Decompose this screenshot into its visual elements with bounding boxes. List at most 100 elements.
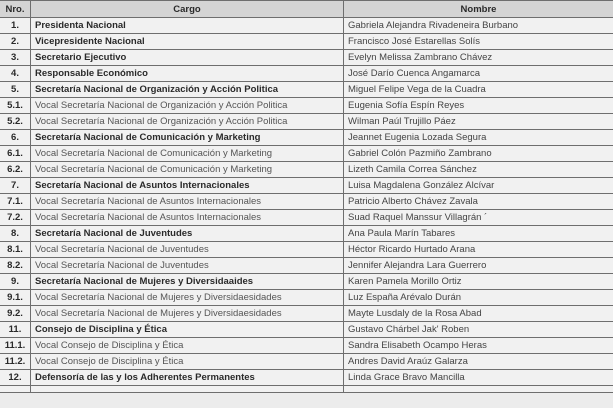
row-nro: 6. (0, 129, 31, 146)
row-nombre: Evelyn Melissa Zambrano Chávez (343, 49, 613, 66)
row-nombre: Eugenia Sofía Espín Reyes (343, 97, 613, 114)
row-cargo: Secretaría Nacional de Asuntos Internaci… (30, 177, 344, 194)
row-nombre: Héctor Ricardo Hurtado Arana (343, 241, 613, 258)
table-row: 11.1. Vocal Consejo de Disciplina y Ética… (0, 337, 613, 354)
row-cargo: Vocal Secretaría Nacional de Asuntos Int… (30, 193, 344, 210)
table-row: 8.2. Vocal Secretaría Nacional de Juventu… (0, 257, 613, 274)
table-row: 12. Defensoría de las y los Adherentes Pe… (0, 369, 613, 386)
row-nro: 5. (0, 81, 31, 98)
row-nombre: Patricio Alberto Chávez Zavala (343, 193, 613, 210)
row-nro: 6.2. (0, 161, 31, 178)
row-nro: 7. (0, 177, 31, 194)
row-nro: 11.1. (0, 337, 31, 354)
row-cargo: Secretaría Nacional de Comunicación y Ma… (30, 129, 344, 146)
table-row: 2. Vicepresidente Nacional Francisco José … (0, 33, 613, 50)
row-nombre: Linda Grace Bravo Mancilla (343, 369, 613, 386)
row-nombre: Wilman Paúl Trujillo Páez (343, 113, 613, 130)
row-nro: 11. (0, 321, 31, 338)
row-nro: 7.1. (0, 193, 31, 210)
row-cargo: Vocal Secretaría Nacional de Comunicació… (30, 161, 344, 178)
row-nro: 9.1. (0, 289, 31, 306)
row-cargo: Defensoría de las y los Adherentes Perma… (30, 369, 344, 386)
row-nombre: Ana Paula Marín Tabares (343, 225, 613, 242)
row-cargo: Responsable Económico (30, 65, 344, 82)
row-cargo: Vocal Consejo de Disciplina y Ética (30, 337, 344, 354)
row-cargo: Vocal Secretaría Nacional de Mujeres y D… (30, 305, 344, 322)
row-nombre: Miguel Felipe Vega de la Cuadra (343, 81, 613, 98)
empty-cell (0, 385, 31, 393)
row-nombre: Jeannet Eugenia Lozada Segura (343, 129, 613, 146)
row-nombre: Gabriela Alejandra Rivadeneira Burbano (343, 17, 613, 34)
table-row: 5.2. Vocal Secretaría Nacional de Organiz… (0, 113, 613, 130)
row-nombre: José Darío Cuenca Angamarca (343, 65, 613, 82)
row-cargo: Secretaría Nacional de Organización y Ac… (30, 81, 344, 98)
row-nombre: Suad Raquel Manssur Villagrán ´ (343, 209, 613, 226)
row-nro: 3. (0, 49, 31, 66)
table-row: 11. Consejo de Disciplina y Ética Gustavo … (0, 321, 613, 338)
row-nro: 12. (0, 369, 31, 386)
row-cargo: Presidenta Nacional (30, 17, 344, 34)
table-row: 6.2. Vocal Secretaría Nacional de Comunic… (0, 161, 613, 178)
table-row: 8.1. Vocal Secretaría Nacional de Juventu… (0, 241, 613, 258)
row-nro: 9. (0, 273, 31, 290)
table-row: 6. Secretaría Nacional de Comunicación y … (0, 129, 613, 146)
row-cargo: Secretario Ejecutivo (30, 49, 344, 66)
row-cargo: Vocal Secretaría Nacional de Mujeres y D… (30, 289, 344, 306)
table-row: 7. Secretaría Nacional de Asuntos Interna… (0, 177, 613, 194)
row-nombre: Jennifer Alejandra Lara Guerrero (343, 257, 613, 274)
table-row: 3. Secretario Ejecutivo Evelyn Melissa Zam… (0, 49, 613, 66)
table-row: 1. Presidenta Nacional Gabriela Alejandra … (0, 17, 613, 34)
row-nro: 11.2. (0, 353, 31, 370)
row-nombre: Lizeth Camila Correa Sánchez (343, 161, 613, 178)
table-header: Nro. Cargo Nombre (0, 0, 613, 18)
header-cargo: Cargo (30, 0, 344, 18)
table-row: 5.1. Vocal Secretaría Nacional de Organiz… (0, 97, 613, 114)
header-nro: Nro. (0, 0, 31, 18)
row-cargo: Vocal Secretaría Nacional de Juventudes (30, 257, 344, 274)
empty-cell (343, 385, 613, 393)
row-nombre: Luisa Magdalena González Alcívar (343, 177, 613, 194)
row-cargo: Secretaría Nacional de Juventudes (30, 225, 344, 242)
directiva-table: Nro. Cargo Nombre 1. Presidenta Nacional G… (0, 0, 613, 393)
empty-row (0, 385, 613, 393)
row-nro: 8. (0, 225, 31, 242)
row-cargo: Vocal Secretaría Nacional de Organizació… (30, 97, 344, 114)
row-cargo: Vicepresidente Nacional (30, 33, 344, 50)
row-nombre: Karen Pamela Morillo Ortiz (343, 273, 613, 290)
row-nombre: Mayte Lusdaly de la Rosa Abad (343, 305, 613, 322)
table-row: 9.2. Vocal Secretaría Nacional de Mujeres… (0, 305, 613, 322)
table-row: 4. Responsable Económico José Darío Cuenca… (0, 65, 613, 82)
header-nombre: Nombre (343, 0, 613, 18)
row-nro: 6.1. (0, 145, 31, 162)
table-row: 9.1. Vocal Secretaría Nacional de Mujeres… (0, 289, 613, 306)
row-cargo: Vocal Secretaría Nacional de Asuntos Int… (30, 209, 344, 226)
row-nro: 7.2. (0, 209, 31, 226)
table-row: 7.1. Vocal Secretaría Nacional de Asuntos… (0, 193, 613, 210)
row-nro: 8.2. (0, 257, 31, 274)
row-nro: 5.2. (0, 113, 31, 130)
empty-cell (30, 385, 344, 393)
table-row: 7.2. Vocal Secretaría Nacional de Asuntos… (0, 209, 613, 226)
row-cargo: Vocal Consejo de Disciplina y Ética (30, 353, 344, 370)
table-row: 11.2. Vocal Consejo de Disciplina y Ética… (0, 353, 613, 370)
row-cargo: Vocal Secretaría Nacional de Comunicació… (30, 145, 344, 162)
row-nro: 2. (0, 33, 31, 50)
table-row: 5. Secretaría Nacional de Organización y … (0, 81, 613, 98)
row-cargo: Consejo de Disciplina y Ética (30, 321, 344, 338)
row-nombre: Gabriel Colón Pazmiño Zambrano (343, 145, 613, 162)
row-cargo: Vocal Secretaría Nacional de Juventudes (30, 241, 344, 258)
row-nombre: Francisco José Estarellas Solís (343, 33, 613, 50)
row-cargo: Vocal Secretaría Nacional de Organizació… (30, 113, 344, 130)
row-nro: 1. (0, 17, 31, 34)
table-row: 8. Secretaría Nacional de Juventudes Ana P… (0, 225, 613, 242)
table-row: 6.1. Vocal Secretaría Nacional de Comunic… (0, 145, 613, 162)
table-row: 9. Secretaría Nacional de Mujeres y Diver… (0, 273, 613, 290)
row-nombre: Sandra Elisabeth Ocampo Heras (343, 337, 613, 354)
row-nro: 9.2. (0, 305, 31, 322)
row-nombre: Gustavo Chárbel Jak' Roben (343, 321, 613, 338)
row-nro: 4. (0, 65, 31, 82)
row-nro: 8.1. (0, 241, 31, 258)
row-nombre: Andres David Araúz Galarza (343, 353, 613, 370)
row-cargo: Secretaría Nacional de Mujeres y Diversi… (30, 273, 344, 290)
row-nro: 5.1. (0, 97, 31, 114)
